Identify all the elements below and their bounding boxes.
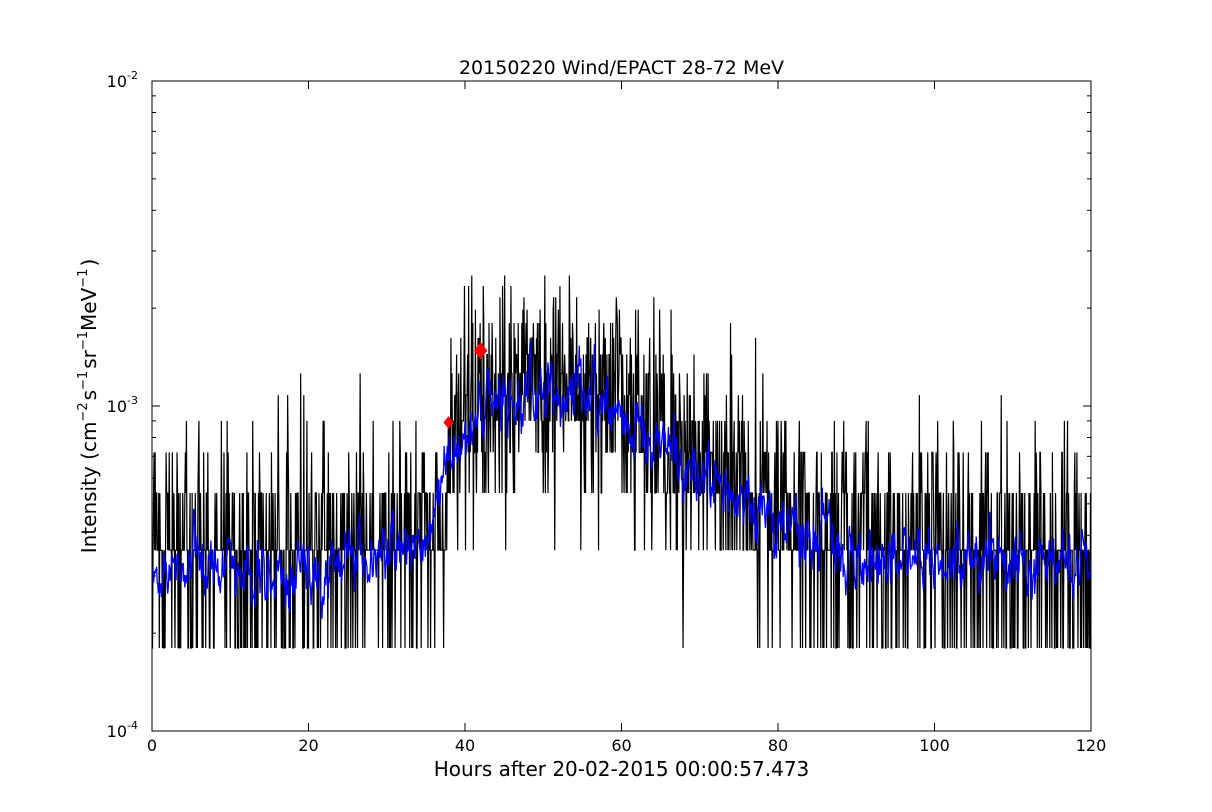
x-axis-label: Hours after 20-02-2015 00:00:57.473 [434,757,810,781]
marker-point-2 [474,341,488,360]
x-tick-label: 100 [919,736,950,755]
x-tick-label: 120 [1076,736,1107,755]
x-tick-label: 60 [611,736,631,755]
plot-area [152,275,1091,649]
x-tick-label: 20 [298,736,318,755]
series-raw-line [152,275,1091,649]
marker-point-1 [443,416,454,429]
x-tick-label: 0 [147,736,157,755]
y-axis-label: Intensity (cm−2s−1sr−1MeV−1) [76,259,101,554]
series-smoothed-line [152,339,1091,619]
y-tick-label: 10-4 [107,719,138,741]
x-tick-label: 40 [455,736,475,755]
y-tick-label: 10-2 [107,69,138,91]
marker-layer [443,341,488,429]
chart-title: 20150220 Wind/EPACT 28-72 MeV [459,57,784,79]
y-tick-label: 10-3 [107,394,138,416]
x-tick-label: 80 [768,736,788,755]
axis-ticks: 0 20 40 60 80 100 120 10-4 10-3 10-2 [107,69,1107,755]
